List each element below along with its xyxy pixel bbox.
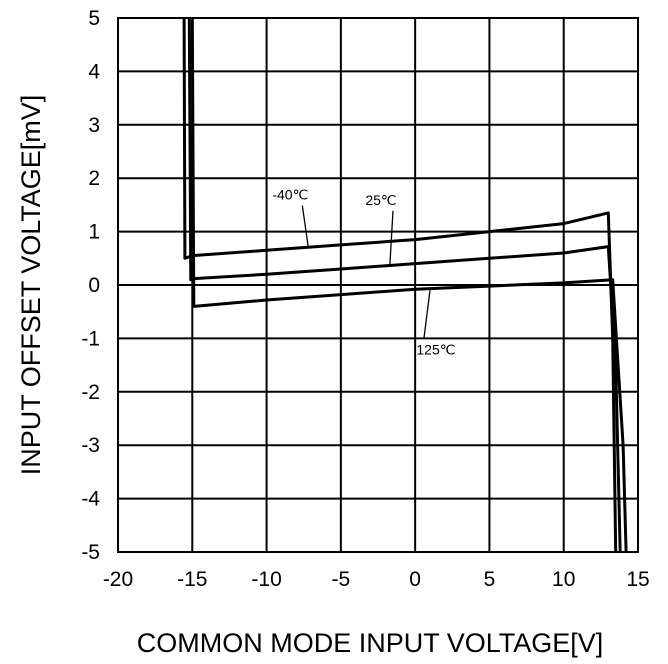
y-tick-labels: 5 4 3 2 1 0 -1 -2 -3 -4 -5 xyxy=(81,7,100,564)
x-tick-label: -20 xyxy=(103,568,133,591)
y-tick-label: -2 xyxy=(81,381,100,404)
x-axis-title: COMMON MODE INPUT VOLTAGE[V] xyxy=(137,628,604,658)
y-tick-label: -3 xyxy=(81,434,100,457)
y-tick-label: -1 xyxy=(81,327,100,350)
annotation-label: 25℃ xyxy=(365,192,396,208)
plot-frame xyxy=(117,17,639,553)
annotation-label: -40℃ xyxy=(272,187,308,203)
annotation-label: 125℃ xyxy=(416,341,455,357)
y-tick-label: 3 xyxy=(88,114,100,137)
x-tick-labels: -20 -15 -10 -5 0 5 10 15 xyxy=(103,568,650,591)
x-tick-label: -10 xyxy=(251,568,281,591)
y-tick-label: 5 xyxy=(88,7,100,30)
x-tick-label: 0 xyxy=(409,568,421,591)
y-tick-label: 1 xyxy=(88,221,100,244)
series-group xyxy=(182,17,628,553)
x-tick-label: -15 xyxy=(177,568,207,591)
y-tick-label: -5 xyxy=(81,541,100,564)
y-tick-label: 2 xyxy=(88,167,100,190)
x-tick-label: 10 xyxy=(552,568,575,591)
x-tick-label: -5 xyxy=(332,568,351,591)
y-tick-label: -4 xyxy=(81,488,100,511)
y-tick-label: 4 xyxy=(88,60,100,83)
series-line-2 xyxy=(190,17,628,553)
x-tick-label: 5 xyxy=(484,568,496,591)
annotation-leader-2 xyxy=(423,290,431,339)
x-tick-label: 15 xyxy=(626,568,649,591)
grid xyxy=(117,17,639,553)
y-tick-label: 0 xyxy=(88,274,100,297)
annotation-leader-1 xyxy=(389,210,394,265)
annotations-group: -40℃ 25℃ 125℃ xyxy=(272,187,455,358)
annotation-leader-0 xyxy=(301,205,309,247)
y-axis-title: INPUT OFFSET VOLTAGE[mV] xyxy=(16,95,46,476)
